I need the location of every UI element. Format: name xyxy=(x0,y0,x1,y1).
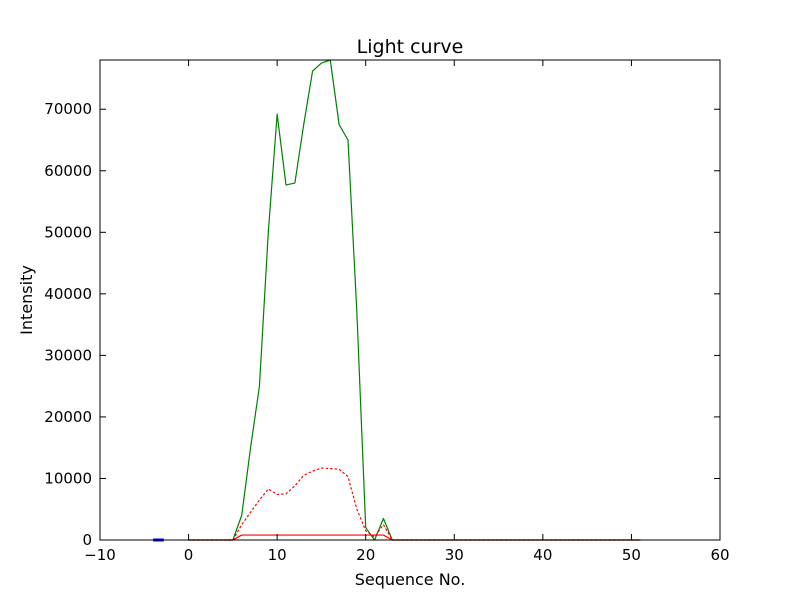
y-tick-label: 60000 xyxy=(44,162,92,180)
y-tick-label: 20000 xyxy=(44,408,92,426)
x-tick-label: 40 xyxy=(533,546,552,564)
x-tick-label: 50 xyxy=(622,546,641,564)
y-tick-label: 30000 xyxy=(44,346,92,364)
x-axis-label: Sequence No. xyxy=(355,570,466,589)
y-tick-label: 70000 xyxy=(44,100,92,118)
axis-ticks: −10 0 10 20 30 40 50 60010000200003000040000500… xyxy=(44,60,730,564)
y-tick-label: 10000 xyxy=(44,469,92,487)
x-tick-label: 10 xyxy=(268,546,287,564)
chart-title: Light curve xyxy=(357,36,464,58)
x-tick-label: 0 xyxy=(184,546,194,564)
y-axis-label: Intensity xyxy=(17,265,36,335)
x-tick-label: −10 xyxy=(84,546,116,564)
y-tick-label: 50000 xyxy=(44,223,92,241)
axes-frame xyxy=(99,59,721,541)
y-tick-label: 40000 xyxy=(44,285,92,303)
y-tick-label: 0 xyxy=(82,531,92,549)
x-tick-label: 30 xyxy=(445,546,464,564)
x-tick-label: 60 xyxy=(710,546,729,564)
x-tick-label: 20 xyxy=(356,546,375,564)
